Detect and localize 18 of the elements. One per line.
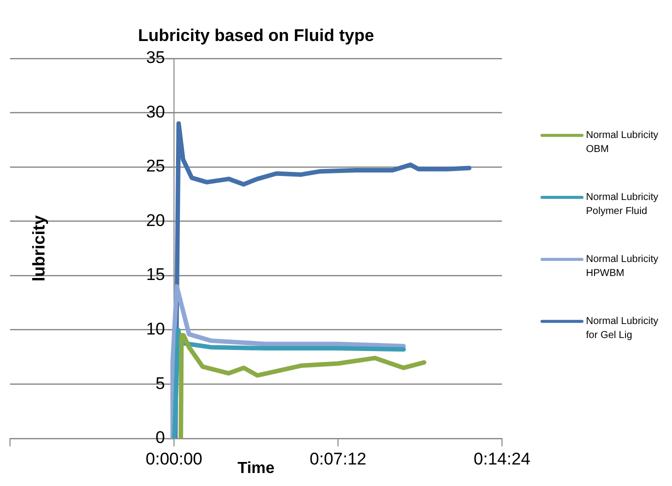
x-tick-label: 0:07:12 bbox=[310, 449, 366, 468]
y-tick-label: 15 bbox=[146, 265, 165, 284]
x-tick-label: 0:14:24 bbox=[474, 449, 530, 468]
legend-label: Normal Lubricity for Gel Lig bbox=[586, 316, 658, 342]
y-axis-title: lubricity bbox=[30, 214, 49, 282]
y-tick-label: 30 bbox=[146, 102, 165, 122]
y-tick-label: 10 bbox=[146, 320, 165, 339]
y-tick-label: 35 bbox=[146, 48, 165, 68]
y-tick-label: 20 bbox=[146, 210, 165, 230]
y-tick-label: 25 bbox=[146, 156, 165, 176]
legend-label: Normal Lubricity OBM bbox=[586, 130, 658, 156]
legend-label: Normal Lubricity Polymer Fluid bbox=[586, 192, 658, 218]
x-tick-label: 0:00:00 bbox=[146, 449, 202, 468]
x-axis-title: Time bbox=[237, 460, 275, 477]
y-tick-label: 0 bbox=[156, 428, 165, 448]
legend-label: Normal Lubricity HPWBM bbox=[586, 254, 658, 280]
y-tick-label: 5 bbox=[156, 374, 165, 393]
chart-title: Lubricity based on Fluid type bbox=[138, 26, 374, 45]
